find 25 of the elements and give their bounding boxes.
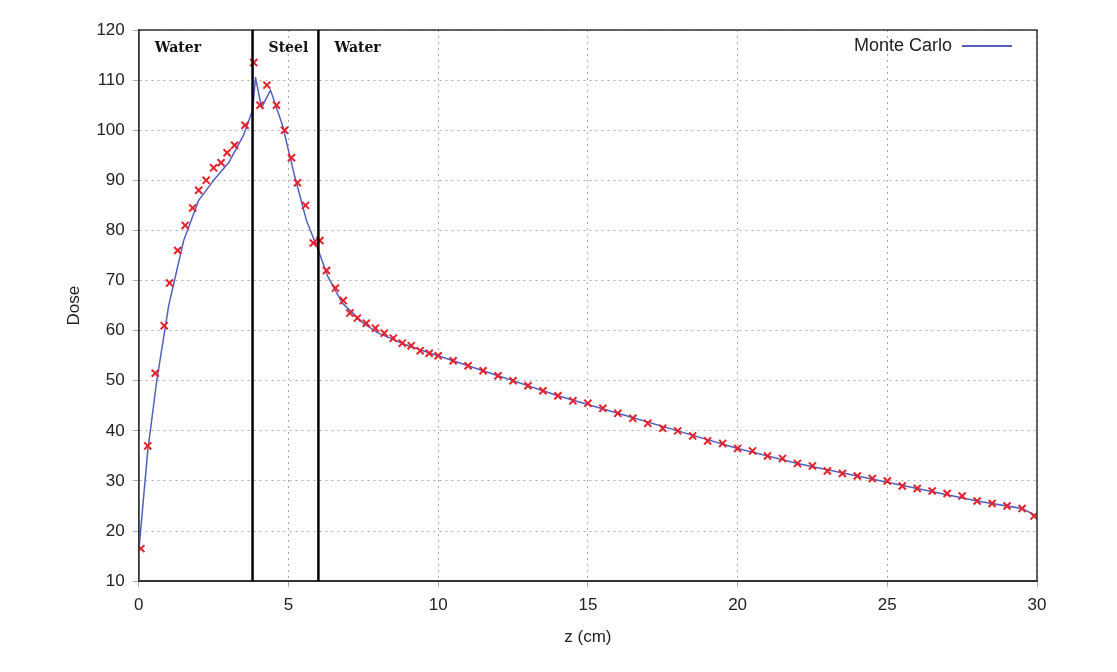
x-tick-label: 15 (578, 595, 598, 615)
y-tick-label: 80 (105, 220, 125, 240)
legend-label: Monte Carlo (853, 34, 952, 55)
y-tick-label: 70 (105, 270, 125, 290)
x-tick-label: 30 (1027, 595, 1047, 615)
y-tick-label: 20 (105, 520, 125, 540)
annotation: Water (333, 38, 382, 55)
x-tick-label: 20 (728, 595, 748, 615)
y-tick-label: 30 (105, 470, 125, 490)
x-tick-label: 25 (877, 595, 897, 615)
x-tick-label: 10 (428, 595, 448, 615)
y-tick-label: 60 (105, 320, 125, 340)
x-tick-label: 0 (134, 595, 144, 615)
y-tick-label: 120 (96, 19, 125, 39)
y-tick-label: 110 (97, 69, 125, 89)
y-axis-title: Dose (63, 285, 83, 326)
annotation: Water (153, 38, 202, 55)
annotation: Steel (268, 38, 309, 55)
y-tick-label: 90 (105, 170, 125, 190)
y-tick-label: 50 (105, 370, 125, 390)
y-tick-label: 10 (105, 570, 125, 590)
y-tick-label: 100 (96, 119, 125, 139)
y-tick-label: 40 (105, 420, 125, 440)
x-axis-title: z (cm) (564, 627, 612, 647)
x-tick-label: 5 (283, 595, 294, 615)
